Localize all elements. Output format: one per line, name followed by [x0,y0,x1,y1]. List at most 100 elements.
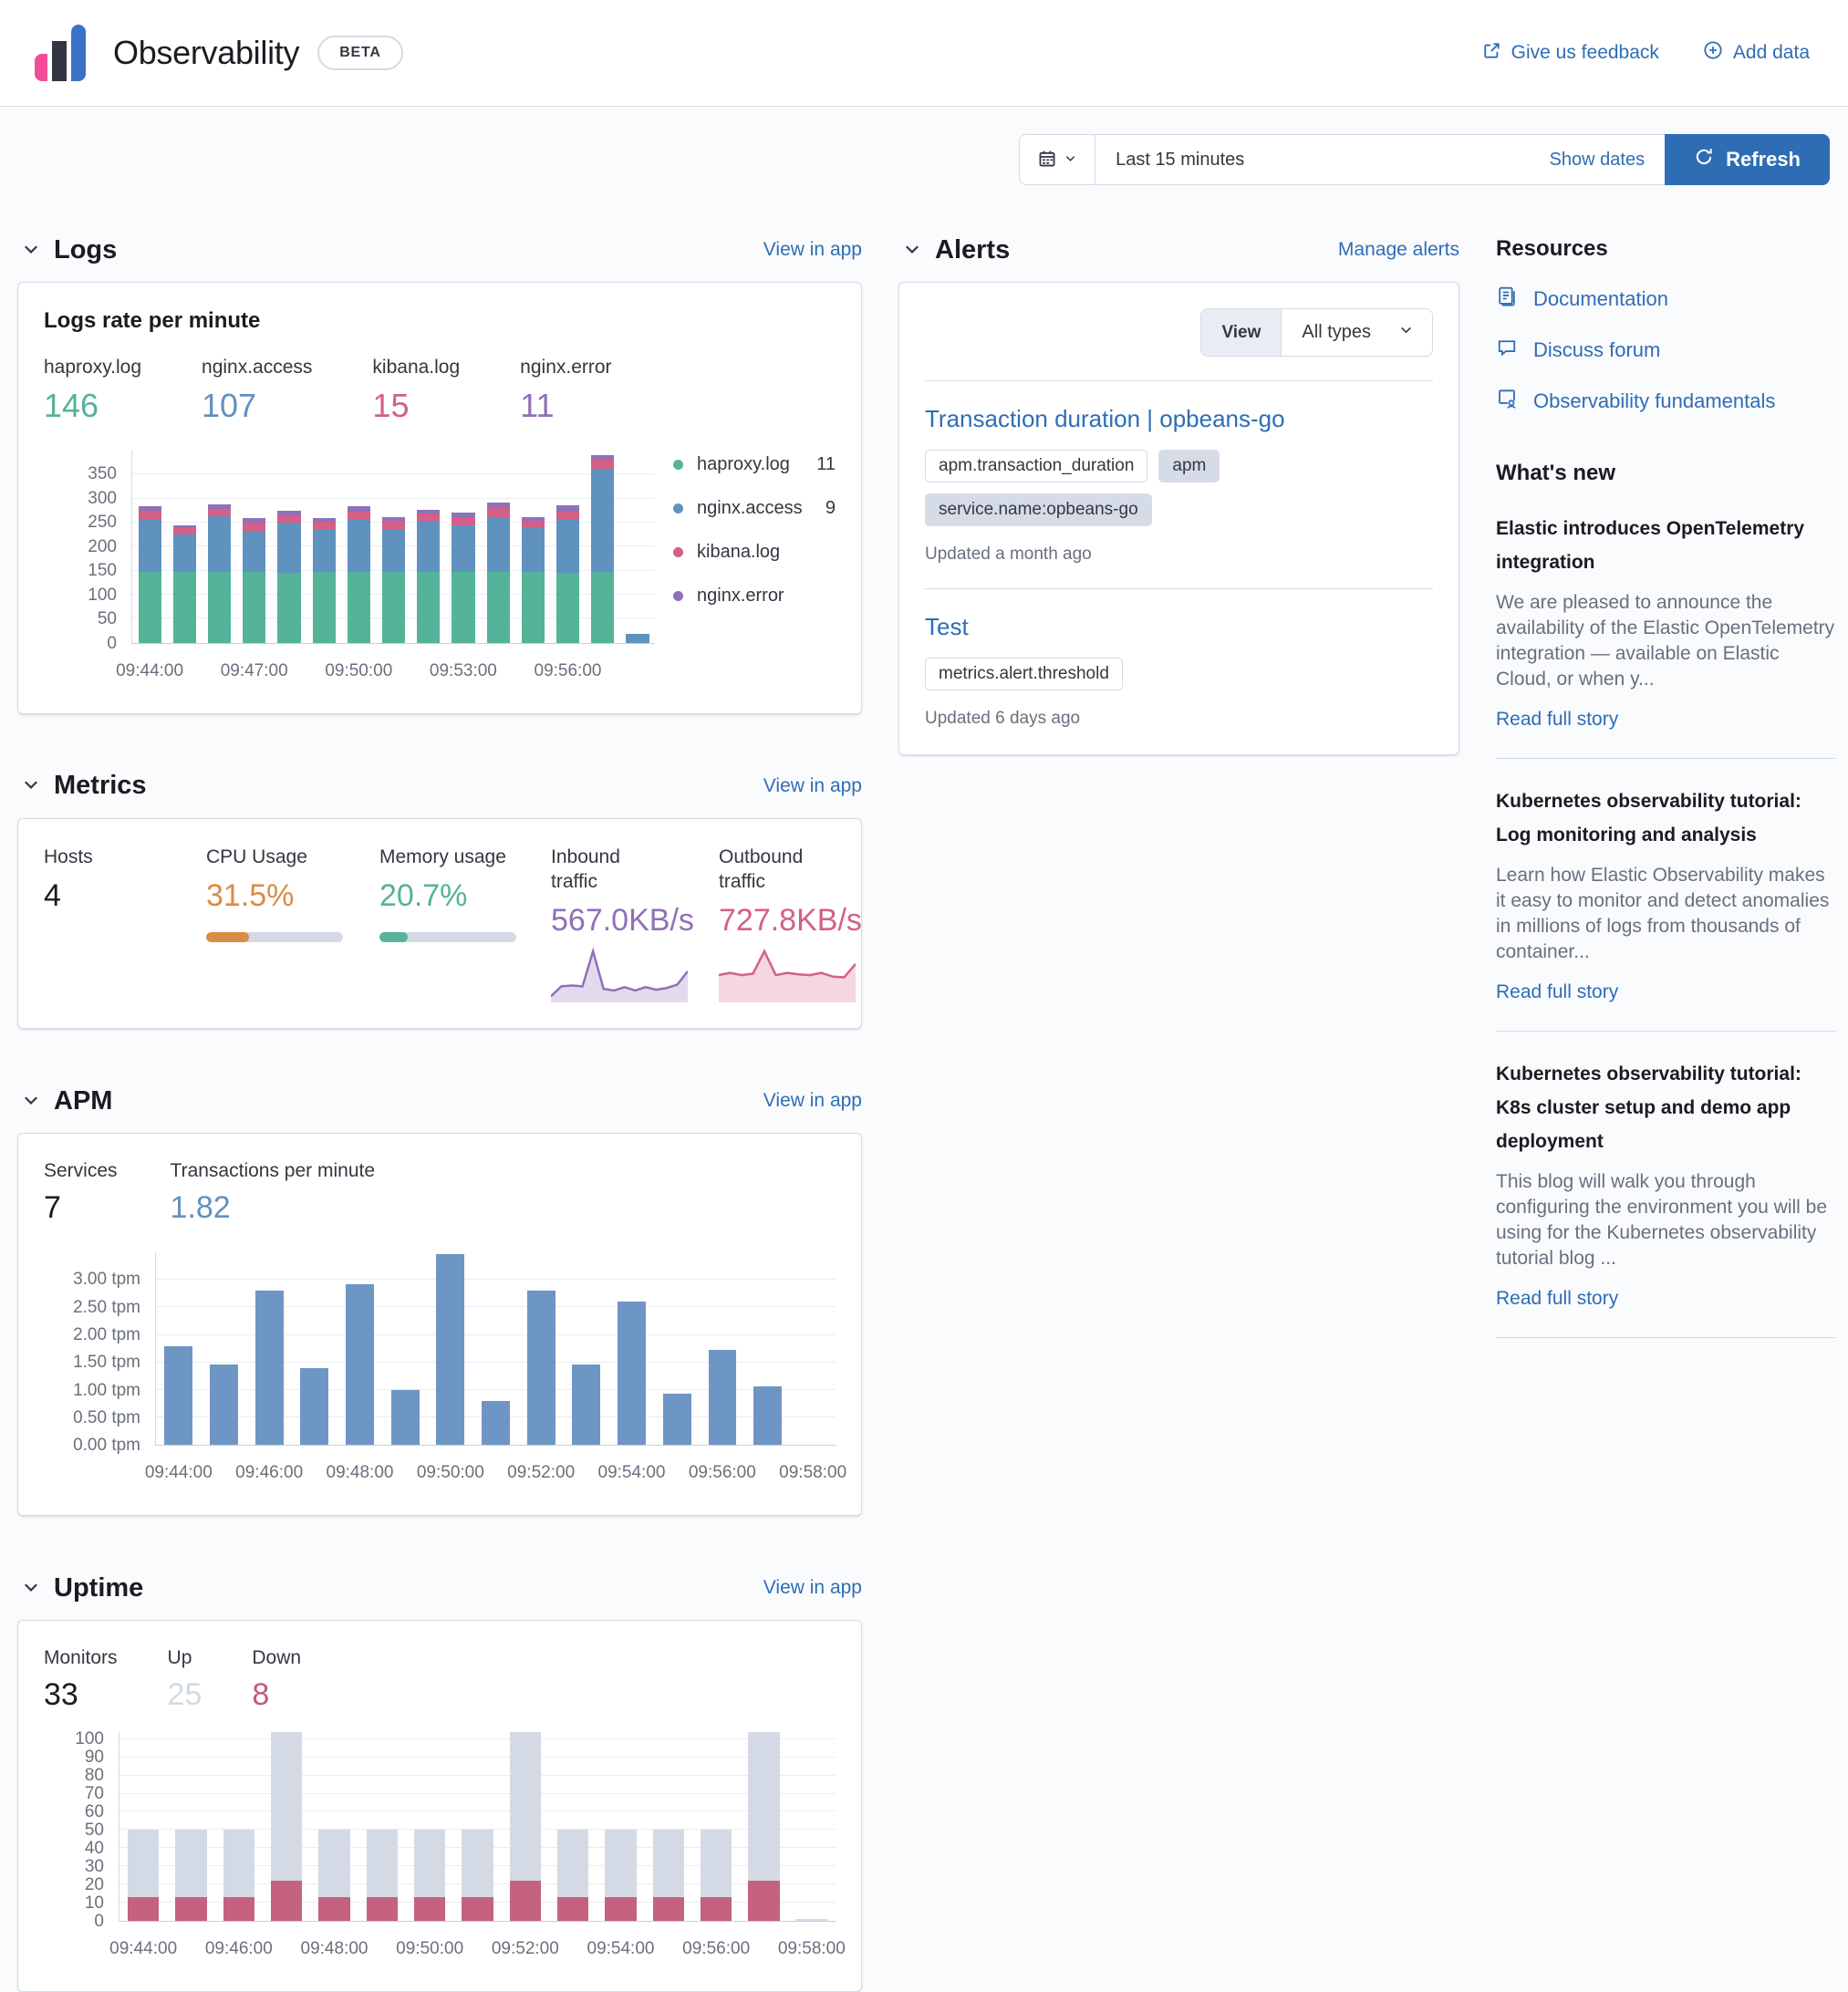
legend-dot [673,590,683,601]
uptime-view-in-app-link[interactable]: View in app [763,1577,862,1599]
news-item: Kubernetes observability tutorial: K8s c… [1496,1057,1836,1338]
resource-link-discuss[interactable]: Discuss forum [1496,337,1836,364]
app-header: Observability BETA Give us feedback Add … [0,0,1848,107]
read-full-story-link[interactable]: Read full story [1496,709,1619,730]
date-picker-group: Last 15 minutes Show dates Refresh [1019,134,1830,185]
resources-title: Resources [1496,236,1608,261]
alert-item-transaction-duration: Transaction duration | opbeans-go apm.tr… [925,381,1433,565]
logs-chart-legend: haproxy.log 11 nginx.access 9 kibana.log [655,451,836,644]
metrics-collapse-button[interactable] [17,774,45,797]
divider [925,380,1433,381]
apm-stat-tpm: Transactions per minute 1.82 [170,1160,376,1226]
resource-link-documentation[interactable]: Documentation [1496,285,1836,313]
observability-logo [35,25,86,81]
alert-badge: apm [1158,450,1220,483]
logs-stat-nginx-error: nginx.error 11 [520,357,612,424]
time-range-value: Last 15 minutes [1116,149,1245,170]
legend-item-haproxy[interactable]: haproxy.log 11 [673,454,836,475]
beta-badge: BETA [317,36,403,70]
news-headline: Elastic introduces OpenTelemetry integra… [1496,518,1805,573]
divider [1496,1031,1836,1032]
logs-collapse-button[interactable] [17,239,45,262]
feedback-link[interactable]: Give us feedback [1482,41,1659,66]
apm-view-in-app-link[interactable]: View in app [763,1090,862,1112]
uptime-monitors-chart: 0 10 20 30 40 50 60 70 80 90 100 09:44:00 09:46:00 09… [75,1728,846,1958]
alerts-section-title: Alerts [935,234,1011,265]
divider [1496,758,1836,759]
show-dates-link[interactable]: Show dates [1549,149,1646,170]
alert-link[interactable]: Transaction duration | opbeans-go [925,405,1285,432]
apm-stat-services: Services 7 [44,1160,118,1226]
time-toolbar: Last 15 minutes Show dates Refresh [0,107,1848,185]
legend-dot [673,459,683,470]
metrics-stat-cpu: CPU Usage 31.5% [206,845,379,1003]
manage-alerts-link[interactable]: Manage alerts [1337,239,1459,260]
apm-section-title: APM [54,1085,113,1115]
alert-badge: apm.transaction_duration [925,450,1148,483]
logs-rate-chart: 0 50 100 150 200 250 300 350 09:44:00 09:47:00 09:… [44,450,655,680]
news-headline: Kubernetes observability tutorial: K8s c… [1496,1063,1801,1152]
apm-transactions-chart: 0.00 tpm 0.50 tpm 1.00 tpm 1.50 tpm 2.00 tpm… [44,1252,846,1482]
logs-view-in-app-link[interactable]: View in app [763,239,862,260]
uptime-collapse-button[interactable] [17,1577,45,1600]
metrics-stat-inbound: Inbound traffic 567.0KB/s [551,845,719,1003]
add-data-link[interactable]: Add data [1703,40,1810,66]
calendar-icon [1037,149,1057,171]
metrics-view-in-app-link[interactable]: View in app [763,774,862,796]
logo-bar-pink [35,54,47,81]
logs-stat-kibana: kibana.log 15 [372,357,461,424]
alert-item-test: Test metrics.alert.threshold Updated 6 d… [925,589,1433,729]
apm-section: APM View in app Services 7 Transactions … [17,1082,862,1517]
alert-updated-text: Updated 6 days ago [925,709,1081,729]
logo-bar-blue [71,25,86,81]
metrics-stat-memory: Memory usage 20.7% [379,845,551,1003]
logo-bar-dark [52,41,67,81]
time-range-input[interactable]: Last 15 minutes Show dates [1095,134,1666,185]
discuss-icon [1496,337,1518,364]
legend-item-nginx-access[interactable]: nginx.access 9 [673,498,836,519]
logs-panel-title: Logs rate per minute [44,308,261,333]
document-icon [1496,285,1518,313]
news-item: Kubernetes observability tutorial: Log m… [1496,784,1836,1032]
inbound-traffic-sparkline [551,946,688,1003]
metrics-panel: Hosts 4 CPU Usage 31.5% Memory usage 20.… [17,817,862,1030]
logs-stat-nginx-access: nginx.access 107 [202,357,313,424]
external-link-icon [1482,41,1501,66]
alert-updated-text: Updated a month ago [925,545,1092,565]
whats-new-title: What's new [1496,461,1616,485]
refresh-icon [1694,147,1714,172]
news-item: Elastic introduces OpenTelemetry integra… [1496,512,1836,759]
uptime-panel: Monitors 33 Up 25 Down 8 0 10 20 30 40 50 60 70… [17,1620,862,1992]
training-icon-link[interactable]: Observability fundamentals [1496,388,1836,415]
alerts-section: Alerts Manage alerts View All types [898,231,1459,756]
uptime-section: Uptime View in app Monitors 33 Up 25 Dow… [17,1569,862,1992]
logs-section-title: Logs [54,234,118,265]
alerts-collapse-button[interactable] [898,239,926,262]
alert-link[interactable]: Test [925,613,969,641]
legend-dot [673,503,683,514]
alert-type-select[interactable]: All types [1282,309,1432,356]
alert-badge: metrics.alert.threshold [925,658,1123,691]
date-picker-button[interactable] [1019,134,1096,185]
chevron-down-icon [1398,322,1414,343]
apm-panel: Services 7 Transactions per minute 1.82 … [17,1133,862,1517]
metrics-section: Metrics View in app Hosts 4 CPU Usage 31… [17,767,862,1030]
refresh-button[interactable]: Refresh [1665,134,1830,185]
uptime-section-title: Uptime [54,1572,144,1603]
logs-stats-row: haproxy.log 146 nginx.access 107 kibana.… [44,356,836,423]
logs-section: Logs View in app Logs rate per minute ha… [17,231,862,714]
read-full-story-link[interactable]: Read full story [1496,981,1619,1002]
metrics-stat-hosts: Hosts 4 [44,846,93,913]
training-icon [1496,388,1518,415]
uptime-stat-monitors: Monitors 33 [44,1647,118,1713]
chevron-down-icon [1064,151,1077,168]
read-full-story-link[interactable]: Read full story [1496,1288,1619,1309]
logs-panel: Logs rate per minute haproxy.log 146 ngi… [17,282,862,714]
main-content: Logs View in app Logs rate per minute ha… [0,185,1848,1992]
legend-item-kibana[interactable]: kibana.log [673,542,836,563]
news-excerpt: Learn how Elastic Observability makes it… [1496,865,1830,962]
apm-collapse-button[interactable] [17,1090,45,1113]
cpu-progress-bar [206,932,343,943]
legend-item-nginx-error[interactable]: nginx.error [673,586,836,607]
logs-stat-haproxy: haproxy.log 146 [44,357,142,424]
